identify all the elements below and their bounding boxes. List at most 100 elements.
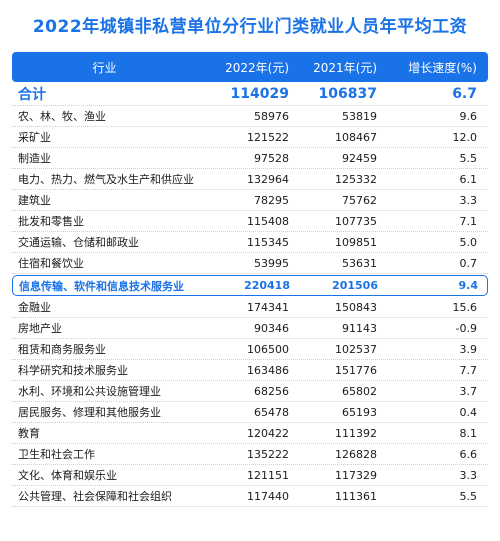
wage-2022-cell: 220418 bbox=[244, 279, 290, 292]
growth-cell: 0.4 bbox=[459, 405, 478, 419]
industry-cell: 制造业 bbox=[18, 152, 51, 165]
wage-2021-cell: 201506 bbox=[332, 279, 378, 292]
industry-cell: 公共管理、社会保障和社会组织 bbox=[18, 490, 172, 503]
industry-cell: 采矿业 bbox=[18, 131, 51, 144]
industry-cell: 科学研究和技术服务业 bbox=[18, 364, 128, 377]
wage-2022-cell: 117440 bbox=[247, 489, 289, 503]
wage-2022-cell: 115345 bbox=[247, 235, 289, 249]
wage-2022-cell: 68256 bbox=[254, 384, 289, 398]
table-header: 行业 2022年(元) 2021年(元) 增长速度(%) bbox=[12, 52, 488, 82]
industry-cell: 信息传输、软件和信息技术服务业 bbox=[19, 279, 184, 293]
wage-2022-cell: 53995 bbox=[254, 256, 289, 270]
header-growth: 增长速度(%) bbox=[408, 60, 477, 75]
table-row: 交通运输、仓储和邮政业 115345 109851 5.0 bbox=[12, 232, 488, 253]
wage-2022-cell: 120422 bbox=[247, 426, 289, 440]
wage-2021-cell: 106837 bbox=[318, 85, 377, 102]
wage-2022-cell: 90346 bbox=[254, 321, 289, 335]
growth-cell: 5.0 bbox=[459, 235, 478, 249]
wage-2021-cell: 151776 bbox=[335, 363, 377, 377]
industry-cell: 文化、体育和娱乐业 bbox=[18, 469, 117, 482]
industry-cell: 水利、环境和公共设施管理业 bbox=[18, 385, 161, 398]
header-2022: 2022年(元) bbox=[225, 60, 289, 75]
industry-cell: 合计 bbox=[18, 86, 46, 103]
header-industry: 行业 bbox=[92, 60, 117, 75]
wage-2021-cell: 126828 bbox=[335, 447, 377, 461]
growth-cell: 5.5 bbox=[459, 151, 478, 165]
wage-2021-cell: 108467 bbox=[335, 130, 377, 144]
wage-2022-cell: 121522 bbox=[247, 130, 289, 144]
wage-2022-cell: 114029 bbox=[230, 85, 289, 102]
growth-cell: 15.6 bbox=[452, 300, 478, 314]
table-row: 金融业 174341 150843 15.6 bbox=[12, 297, 488, 318]
table-row: 教育 120422 111392 8.1 bbox=[12, 423, 488, 444]
growth-cell: 7.7 bbox=[459, 363, 478, 377]
industry-cell: 住宿和餐饮业 bbox=[18, 257, 84, 270]
highlighted-row: 信息传输、软件和信息技术服务业 220418 201506 9.4 bbox=[12, 275, 488, 296]
industry-cell: 建筑业 bbox=[18, 194, 51, 207]
table-row: 文化、体育和娱乐业 121151 117329 3.3 bbox=[12, 465, 488, 486]
industry-cell: 教育 bbox=[18, 427, 40, 440]
wage-2022-cell: 78295 bbox=[254, 193, 289, 207]
wage-2022-cell: 115408 bbox=[247, 214, 289, 228]
table-row: 租赁和商务服务业 106500 102537 3.9 bbox=[12, 339, 488, 360]
wage-2021-cell: 125332 bbox=[335, 172, 377, 186]
wage-2022-cell: 97528 bbox=[254, 151, 289, 165]
wage-2021-cell: 53631 bbox=[342, 256, 377, 270]
table-row: 建筑业 78295 75762 3.3 bbox=[12, 190, 488, 211]
wage-2021-cell: 150843 bbox=[335, 300, 377, 314]
wage-2021-cell: 117329 bbox=[335, 468, 377, 482]
industry-cell: 房地产业 bbox=[18, 322, 62, 335]
total-row: 合计 114029 106837 6.7 bbox=[12, 82, 488, 106]
wage-2022-cell: 174341 bbox=[247, 300, 289, 314]
growth-cell: 7.1 bbox=[459, 214, 478, 228]
table-row: 采矿业 121522 108467 12.0 bbox=[12, 127, 488, 148]
wage-2021-cell: 92459 bbox=[342, 151, 377, 165]
wage-2022-cell: 58976 bbox=[254, 109, 289, 123]
wage-2021-cell: 65193 bbox=[342, 405, 377, 419]
table-row: 电力、热力、燃气及水生产和供应业 132964 125332 6.1 bbox=[12, 169, 488, 190]
wage-2022-cell: 132964 bbox=[247, 172, 289, 186]
wage-table: 行业 2022年(元) 2021年(元) 增长速度(%) 合计 114029 106… bbox=[12, 52, 488, 507]
growth-cell: 5.5 bbox=[459, 489, 478, 503]
growth-cell: 3.3 bbox=[459, 468, 478, 482]
wage-2022-cell: 65478 bbox=[254, 405, 289, 419]
table-row: 卫生和社会工作 135222 126828 6.6 bbox=[12, 444, 488, 465]
growth-cell: 6.6 bbox=[459, 447, 478, 461]
growth-cell: 9.6 bbox=[459, 109, 478, 123]
growth-cell: 3.9 bbox=[459, 342, 478, 356]
growth-cell: 6.1 bbox=[459, 172, 478, 186]
header-2021: 2021年(元) bbox=[313, 60, 377, 75]
table-row: 居民服务、修理和其他服务业 65478 65193 0.4 bbox=[12, 402, 488, 423]
table-row: 制造业 97528 92459 5.5 bbox=[12, 148, 488, 169]
industry-cell: 批发和零售业 bbox=[18, 215, 84, 228]
industry-cell: 居民服务、修理和其他服务业 bbox=[18, 406, 161, 419]
industry-cell: 金融业 bbox=[18, 301, 51, 314]
table-row: 住宿和餐饮业 53995 53631 0.7 bbox=[12, 253, 488, 274]
growth-cell: 3.3 bbox=[459, 193, 478, 207]
wage-2021-cell: 107735 bbox=[335, 214, 377, 228]
wage-2021-cell: 111392 bbox=[335, 426, 377, 440]
table-row: 批发和零售业 115408 107735 7.1 bbox=[12, 211, 488, 232]
wage-2022-cell: 135222 bbox=[247, 447, 289, 461]
table-row: 房地产业 90346 91143 -0.9 bbox=[12, 318, 488, 339]
wage-2021-cell: 109851 bbox=[335, 235, 377, 249]
growth-cell: 3.7 bbox=[459, 384, 478, 398]
industry-cell: 卫生和社会工作 bbox=[18, 448, 95, 461]
table-row: 科学研究和技术服务业 163486 151776 7.7 bbox=[12, 360, 488, 381]
growth-cell: 8.1 bbox=[459, 426, 478, 440]
wage-2021-cell: 91143 bbox=[342, 321, 377, 335]
industry-cell: 农、林、牧、渔业 bbox=[18, 110, 106, 123]
table-row: 公共管理、社会保障和社会组织 117440 111361 5.5 bbox=[12, 486, 488, 507]
wage-2021-cell: 65802 bbox=[342, 384, 377, 398]
table-row: 水利、环境和公共设施管理业 68256 65802 3.7 bbox=[12, 381, 488, 402]
table-body: 合计 114029 106837 6.7 农、林、牧、渔业 58976 53819 9.6 采矿… bbox=[12, 82, 488, 507]
wage-2021-cell: 53819 bbox=[342, 109, 377, 123]
wage-2022-cell: 106500 bbox=[247, 342, 289, 356]
wage-2022-cell: 121151 bbox=[247, 468, 289, 482]
industry-cell: 交通运输、仓储和邮政业 bbox=[18, 236, 139, 249]
growth-cell: -0.9 bbox=[455, 321, 477, 335]
growth-cell: 9.4 bbox=[458, 279, 479, 292]
wage-2021-cell: 102537 bbox=[335, 342, 377, 356]
table-row: 农、林、牧、渔业 58976 53819 9.6 bbox=[12, 106, 488, 127]
wage-2022-cell: 163486 bbox=[247, 363, 289, 377]
